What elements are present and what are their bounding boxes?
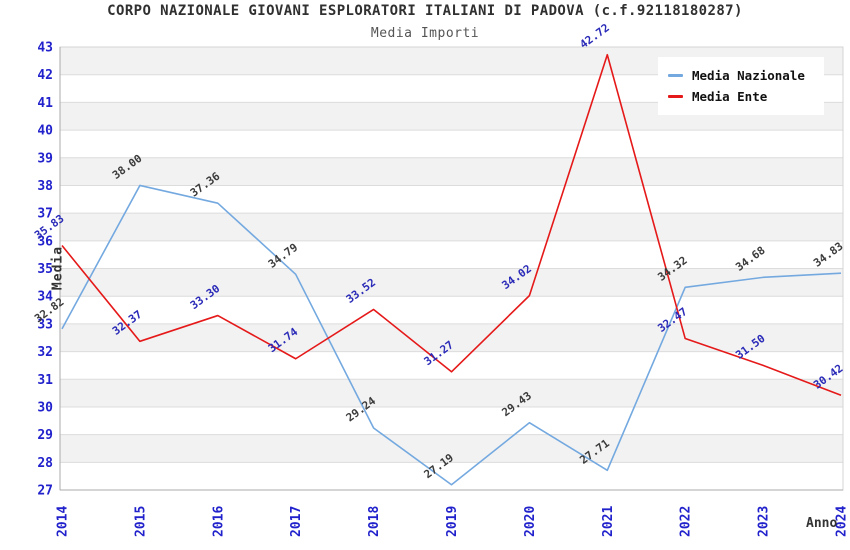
page-title: CORPO NAZIONALE GIOVANI ESPLORATORI ITAL… <box>107 3 743 19</box>
y-tick-label: 41 <box>37 96 53 111</box>
point-labels-0: 32.8238.0037.3634.7929.2427.1929.4327.71… <box>32 152 845 481</box>
y-tick-label: 36 <box>37 234 53 249</box>
legend-item-media-ente: Media Ente <box>668 86 818 107</box>
chart-subtitle: Media Importi <box>370 26 480 41</box>
x-tick-label: 2014 <box>56 506 71 537</box>
y-tick-label: 43 <box>37 41 53 56</box>
plot-bands <box>60 47 843 463</box>
y-tick-label: 42 <box>37 68 53 83</box>
point-label: 34.79 <box>266 241 300 271</box>
legend-label-nazionale: Media Nazionale <box>692 68 805 83</box>
y-tick-label: 33 <box>37 317 53 332</box>
y-axis-title: Media <box>50 245 66 291</box>
y-tick-label: 37 <box>37 207 53 222</box>
legend-label-ente: Media Ente <box>692 89 768 104</box>
legend-item-media-nazionale: Media Nazionale <box>668 65 818 86</box>
series-swatch-nazionale-icon <box>668 74 683 77</box>
y-tick-label: 30 <box>37 400 53 415</box>
y-tick-label: 35 <box>37 262 53 277</box>
y-tick-label: 27 <box>37 484 53 499</box>
x-tick-label: 2015 <box>133 506 148 537</box>
x-tick-label: 2020 <box>523 506 538 537</box>
y-tick-label: 28 <box>37 456 53 471</box>
x-tick-label: 2023 <box>757 506 772 537</box>
axes <box>59 47 843 491</box>
series-line-0 <box>61 184 842 486</box>
y-tick-label: 40 <box>37 124 53 139</box>
series-swatch-ente-icon <box>668 95 683 98</box>
y-tick-labels: 27 28 29 30 31 32 33 34 35 36 37 38 39 40 41 42 43 <box>37 41 53 499</box>
y-tick-label: 31 <box>37 373 53 388</box>
y-tick-label: 38 <box>37 179 53 194</box>
x-tick-labels: 2014 2015 2016 2017 2018 2019 2020 2021 2022 2023… <box>56 506 850 537</box>
series-line-1 <box>61 53 842 397</box>
x-tick-label: 2022 <box>679 506 694 537</box>
x-tick-label: 2018 <box>367 506 382 537</box>
y-tick-label: 39 <box>37 151 53 166</box>
y-tick-label: 34 <box>37 290 53 305</box>
y-tick-label: 32 <box>37 345 53 360</box>
x-axis-title: Anno <box>806 516 838 531</box>
x-tick-label: 2019 <box>445 506 460 537</box>
point-label: 34.83 <box>811 240 845 270</box>
x-tick-label: 2016 <box>211 506 226 537</box>
legend: Media Nazionale Media Ente <box>658 57 824 115</box>
x-tick-label: 2017 <box>289 506 304 537</box>
x-tick-label: 2024 <box>835 506 850 537</box>
y-tick-label: 29 <box>37 428 53 443</box>
x-tick-label: 2021 <box>601 506 616 537</box>
